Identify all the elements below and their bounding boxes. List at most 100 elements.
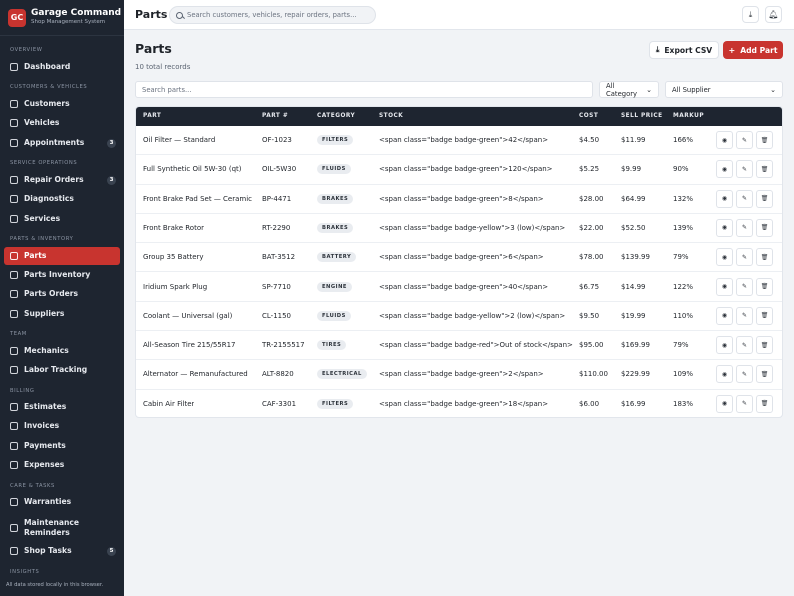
cost-cell: $9.50 (579, 311, 600, 320)
sidebar-item-expenses[interactable]: Expenses (4, 456, 120, 474)
global-search-input[interactable] (187, 11, 367, 19)
edit-button[interactable]: ✎ (736, 336, 753, 355)
edit-button[interactable]: ✎ (736, 189, 753, 208)
row-actions: ◉ ✎ 🗑︎ (716, 336, 773, 355)
sidebar-item-label: Maintenance Reminders (24, 518, 80, 537)
table-row[interactable]: Oil Filter — Standard OF-1023 FILTERS <span… (136, 126, 782, 156)
row-actions: ◉ ✎ 🗑︎ (716, 189, 773, 208)
category-cell: TIRES (317, 331, 347, 360)
table-row[interactable]: Iridium Spark Plug SP-7710 ENGINE <span cla… (136, 273, 782, 302)
topbar: Parts ⤓ 🔔︎ (124, 0, 794, 30)
sidebar-item-estimates[interactable]: Estimates (4, 398, 120, 416)
edit-button[interactable]: ✎ (736, 218, 753, 237)
edit-button[interactable]: ✎ (736, 394, 753, 413)
sidebar-item-services[interactable]: Services (4, 210, 120, 228)
supplier-filter[interactable]: All Supplier ⌄ (665, 81, 783, 98)
table-header: PART PART # CATEGORY STOCK COST SELL PRICE MAR… (136, 107, 782, 126)
category-badge: TIRES (317, 340, 347, 351)
table-row[interactable]: Coolant — Universal (gal) CL-1150 FLUIDS <s… (136, 302, 782, 332)
download-icon: ⤓ (748, 9, 753, 19)
global-search[interactable] (169, 6, 376, 24)
sidebar-section-label: Service Operations (10, 160, 78, 166)
delete-button[interactable]: 🗑︎ (756, 306, 773, 325)
column-header[interactable]: PART # (262, 113, 289, 119)
column-header[interactable]: CATEGORY (317, 113, 356, 119)
view-button[interactable]: ◉ (716, 248, 733, 267)
sidebar-item-label: Parts Orders (24, 289, 79, 298)
sidebar-item-dashboard[interactable]: Dashboard (4, 58, 120, 76)
edit-button[interactable]: ✎ (736, 160, 753, 179)
category-cell: BATTERY (317, 243, 357, 272)
sidebar-item-appointments[interactable]: Appointments 3 (4, 134, 120, 152)
sidebar-item-suppliers[interactable]: Suppliers (4, 305, 120, 323)
view-button[interactable]: ◉ (716, 336, 733, 355)
column-header[interactable]: MARKUP (673, 113, 705, 119)
sidebar-item-warranties[interactable]: Warranties (4, 493, 120, 511)
column-header[interactable]: PART (143, 113, 162, 119)
sidebar-item-customers[interactable]: Customers (4, 95, 120, 113)
table-row[interactable]: Group 35 Battery BAT-3512 BATTERY <span cla… (136, 243, 782, 273)
column-header[interactable]: COST (579, 113, 599, 119)
view-button[interactable]: ◉ (716, 365, 733, 384)
edit-button[interactable]: ✎ (736, 306, 753, 325)
sidebar-item-label: Appointments (24, 138, 85, 147)
table-row[interactable]: All-Season Tire 215/55R17 TR-2155517 TIRES… (136, 331, 782, 361)
view-button[interactable]: ◉ (716, 160, 733, 179)
pencil-icon: ✎ (741, 312, 748, 320)
category-badge: FLUIDS (317, 310, 351, 321)
delete-button[interactable]: 🗑︎ (756, 218, 773, 237)
category-filter[interactable]: All Category ⌄ (599, 81, 659, 98)
stock-cell: <span class="badge badge-green">42</span… (379, 136, 549, 144)
delete-button[interactable]: 🗑︎ (756, 160, 773, 179)
view-button[interactable]: ◉ (716, 306, 733, 325)
table-row[interactable]: Cabin Air Filter CAF-3301 FILTERS <span cla… (136, 390, 782, 417)
add-part-button[interactable]: + Add Part (723, 41, 783, 59)
delete-button[interactable]: 🗑︎ (756, 336, 773, 355)
sidebar-item-label: Dashboard (24, 62, 71, 71)
sidebar-item-parts-inventory[interactable]: Parts Inventory (4, 266, 120, 284)
export-csv-button[interactable]: ⤓ Export CSV (649, 41, 719, 59)
table-row[interactable]: Front Brake Pad Set — Ceramic BP-4471 BRAK… (136, 185, 782, 214)
delete-button[interactable]: 🗑︎ (756, 365, 773, 384)
sidebar-item-diagnostics[interactable]: Diagnostics (4, 190, 120, 208)
delete-button[interactable]: 🗑︎ (756, 189, 773, 208)
parts-search-input[interactable] (135, 81, 593, 98)
edit-button[interactable]: ✎ (736, 365, 753, 384)
column-header[interactable]: STOCK (379, 113, 404, 119)
edit-button[interactable]: ✎ (736, 277, 753, 296)
edit-button[interactable]: ✎ (736, 248, 753, 267)
delete-button[interactable]: 🗑︎ (756, 394, 773, 413)
sidebar-item-shop-tasks[interactable]: Shop Tasks 5 (4, 542, 120, 560)
cost-cell: $6.75 (579, 282, 600, 291)
parts-table: PART PART # CATEGORY STOCK COST SELL PRICE MAR… (135, 106, 783, 418)
sidebar-item-invoices[interactable]: Invoices (4, 417, 120, 435)
download-button[interactable]: ⤓ (742, 6, 759, 23)
delete-button[interactable]: 🗑︎ (756, 131, 773, 149)
view-button[interactable]: ◉ (716, 218, 733, 237)
column-header[interactable]: SELL PRICE (621, 113, 663, 119)
sidebar-item-label: Parts Inventory (24, 270, 91, 279)
delete-button[interactable]: 🗑︎ (756, 277, 773, 296)
edit-button[interactable]: ✎ (736, 131, 753, 149)
sidebar-item-maintenance-reminders[interactable]: Maintenance Reminders (4, 517, 120, 539)
sidebar-item-parts-orders[interactable]: Parts Orders (4, 285, 120, 303)
table-row[interactable]: Alternator — Remanufactured ALT-8820 ELECT… (136, 360, 782, 390)
sidebar-item-vehicles[interactable]: Vehicles (4, 114, 120, 132)
number-cell: ALT-8820 (262, 370, 294, 379)
delete-button[interactable]: 🗑︎ (756, 248, 773, 267)
sidebar-item-payments[interactable]: Payments (4, 437, 120, 455)
view-button[interactable]: ◉ (716, 131, 733, 149)
sidebar-item-labor-tracking[interactable]: Labor Tracking (4, 361, 120, 379)
cost-cell: $110.00 (579, 370, 608, 379)
sidebar-item-repair-orders[interactable]: Repair Orders 3 (4, 171, 120, 189)
view-button[interactable]: ◉ (716, 394, 733, 413)
view-button[interactable]: ◉ (716, 189, 733, 208)
sidebar-item-parts[interactable]: Parts (4, 247, 120, 265)
view-button[interactable]: ◉ (716, 277, 733, 296)
table-row[interactable]: Full Synthetic Oil 5W-30 (qt) OIL-5W30 FLU… (136, 155, 782, 185)
sidebar-item-mechanics[interactable]: Mechanics (4, 342, 120, 360)
table-row[interactable]: Front Brake Rotor RT-2290 BRAKES <span clas… (136, 214, 782, 244)
notifications-button[interactable]: 🔔︎ (765, 6, 782, 23)
stock-cell: <span class="badge badge-green">18</span… (379, 399, 549, 408)
brand[interactable]: GC Garage Command Shop Management System (0, 0, 124, 36)
